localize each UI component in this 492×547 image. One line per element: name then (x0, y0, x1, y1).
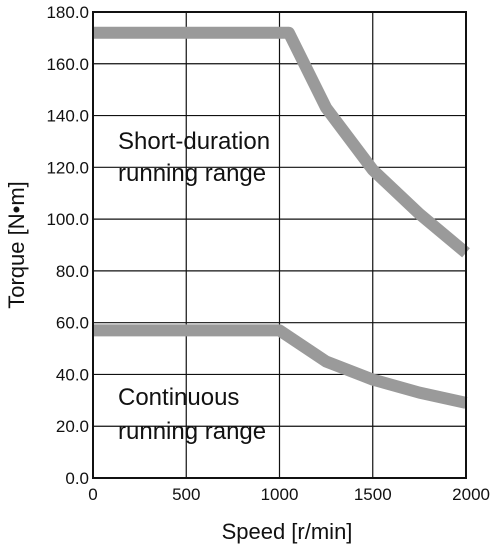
y-tick-label: 0.0 (65, 469, 89, 488)
series-group (93, 26, 470, 409)
y-tick-label: 20.0 (56, 417, 89, 436)
grid-lines (93, 12, 466, 478)
y-tick-labels: 0.0 20.0 40.0 60.0 80.0 100.0 120.0 140.0 160.0 1… (46, 3, 89, 488)
x-tick-labels: 0 500 1000 1500 2000 (88, 485, 490, 504)
y-tick-label: 120.0 (46, 158, 89, 177)
y-axis-title: Torque [N•m] (4, 181, 29, 309)
short-duration-label-line-1: Short-duration (118, 128, 270, 155)
y-tick-label: 140.0 (46, 107, 89, 126)
y-tick-label: 160.0 (46, 55, 89, 74)
series-line-2 (93, 324, 468, 409)
x-tick-label: 1000 (261, 485, 299, 504)
y-tick-label: 180.0 (46, 3, 89, 22)
y-tick-label: 100.0 (46, 210, 89, 229)
x-tick-label: 0 (88, 485, 97, 504)
y-tick-label: 80.0 (56, 262, 89, 281)
x-tick-label: 1500 (354, 485, 392, 504)
continuous-label-line-1: Continuous (118, 384, 239, 411)
continuous-label-line-2: running range (118, 418, 266, 445)
y-tick-label: 40.0 (56, 365, 89, 384)
x-tick-label: 2000 (452, 485, 490, 504)
x-tick-label: 500 (172, 485, 200, 504)
y-tick-label: 60.0 (56, 314, 89, 333)
short-duration-label-line-2: running range (118, 160, 266, 187)
plot-frame (92, 11, 467, 479)
x-axis-title: Speed [r/min] (222, 519, 353, 544)
series-line-1 (93, 26, 470, 258)
